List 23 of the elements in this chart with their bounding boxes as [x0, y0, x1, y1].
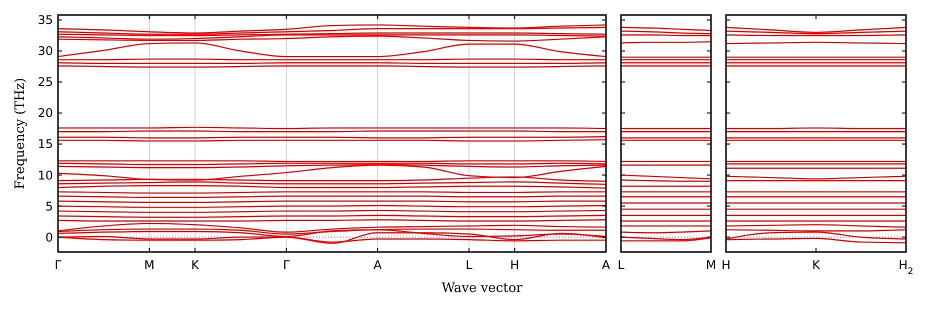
x-tick-label: K	[812, 258, 822, 272]
x-tick-label: Γ	[282, 258, 290, 272]
y-tick-label: 20	[38, 106, 53, 120]
x-tick-label: L	[618, 258, 625, 272]
y-axis-title: Frequency (THz)	[13, 78, 28, 190]
y-tick-label: 15	[38, 137, 53, 152]
x-tick-label: M	[706, 258, 716, 272]
y-tick-label: 30	[38, 44, 53, 58]
x-tick-label: H	[510, 258, 520, 272]
x-tick-label: L	[466, 258, 473, 272]
y-tick-label: 10	[38, 168, 53, 182]
x-axis-title: Wave vector	[442, 281, 524, 296]
x-tick-label: H$_{2}$	[898, 258, 914, 277]
y-tick-label: 0	[45, 230, 53, 244]
x-tick-label: M	[144, 258, 155, 272]
x-tick-label: H	[721, 258, 731, 272]
x-tick-label: A	[374, 258, 383, 272]
y-tick-label: 25	[38, 75, 53, 90]
y-tick-label: 35	[38, 13, 53, 28]
y-tick-label: 5	[45, 199, 53, 214]
x-tick-label: K	[191, 258, 200, 272]
x-tick-label: Γ	[54, 258, 62, 272]
x-tick-label: A	[602, 258, 611, 272]
